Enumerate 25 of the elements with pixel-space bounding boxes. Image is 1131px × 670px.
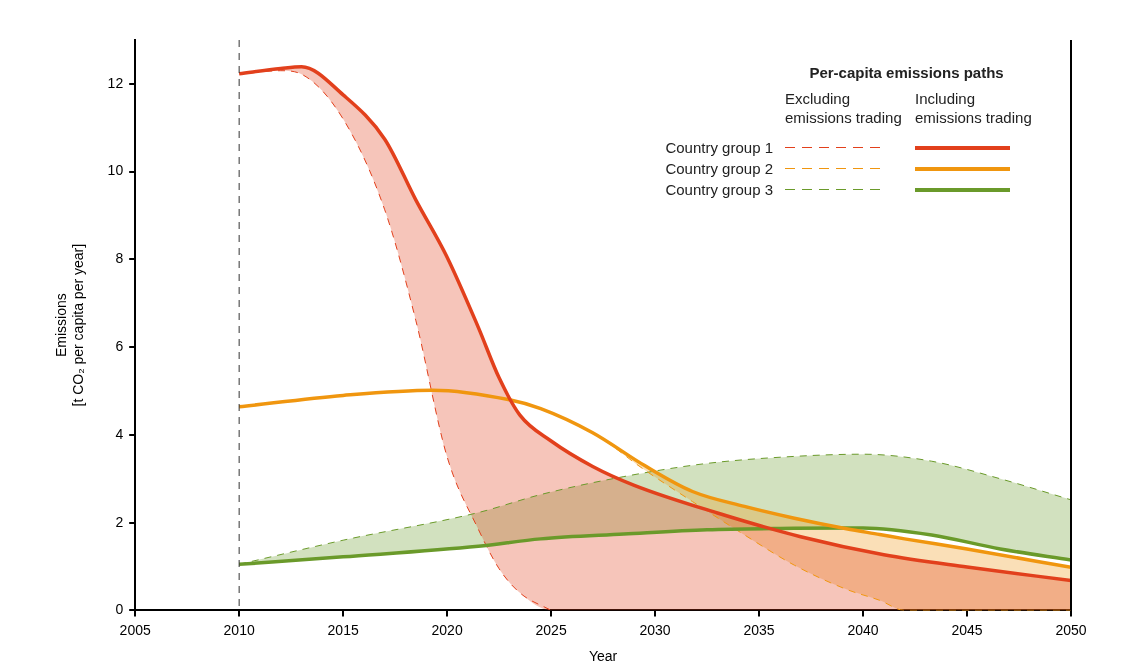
x-axis-title: Year	[588, 648, 618, 665]
x-tick-label: 2030	[639, 621, 671, 638]
annotation: Excluding emissions trading	[784, 89, 903, 128]
x-tick-label: 2050	[1055, 621, 1087, 638]
legend-title: Per-capita emissions paths	[809, 64, 1005, 81]
legend-label: Country group 3	[664, 180, 774, 200]
annotation: Including emissions trading	[914, 89, 1033, 128]
x-tick-label: 2020	[431, 621, 463, 638]
legend-label: Country group 2	[664, 159, 774, 179]
x-tick-label: 2005	[119, 621, 151, 638]
y-tick-label: 0	[115, 601, 124, 618]
y-tick-label: 2	[115, 513, 124, 530]
x-tick-label: 2015	[327, 621, 359, 638]
x-tick-label: 2040	[847, 621, 879, 638]
y-tick-label: 12	[107, 74, 124, 91]
y-axis-title: Emissions [t CO₂ per capita per year]	[53, 243, 87, 407]
x-tick-label: 2035	[743, 621, 775, 638]
y-tick-label: 10	[107, 162, 124, 179]
x-tick-label: 2010	[223, 621, 255, 638]
x-tick-label: 2045	[951, 621, 983, 638]
y-tick-label: 8	[115, 250, 124, 267]
legend-label: Country group 1	[664, 138, 774, 158]
y-tick-label: 4	[115, 425, 124, 442]
x-tick-label: 2025	[535, 621, 567, 638]
y-tick-label: 6	[115, 338, 124, 354]
